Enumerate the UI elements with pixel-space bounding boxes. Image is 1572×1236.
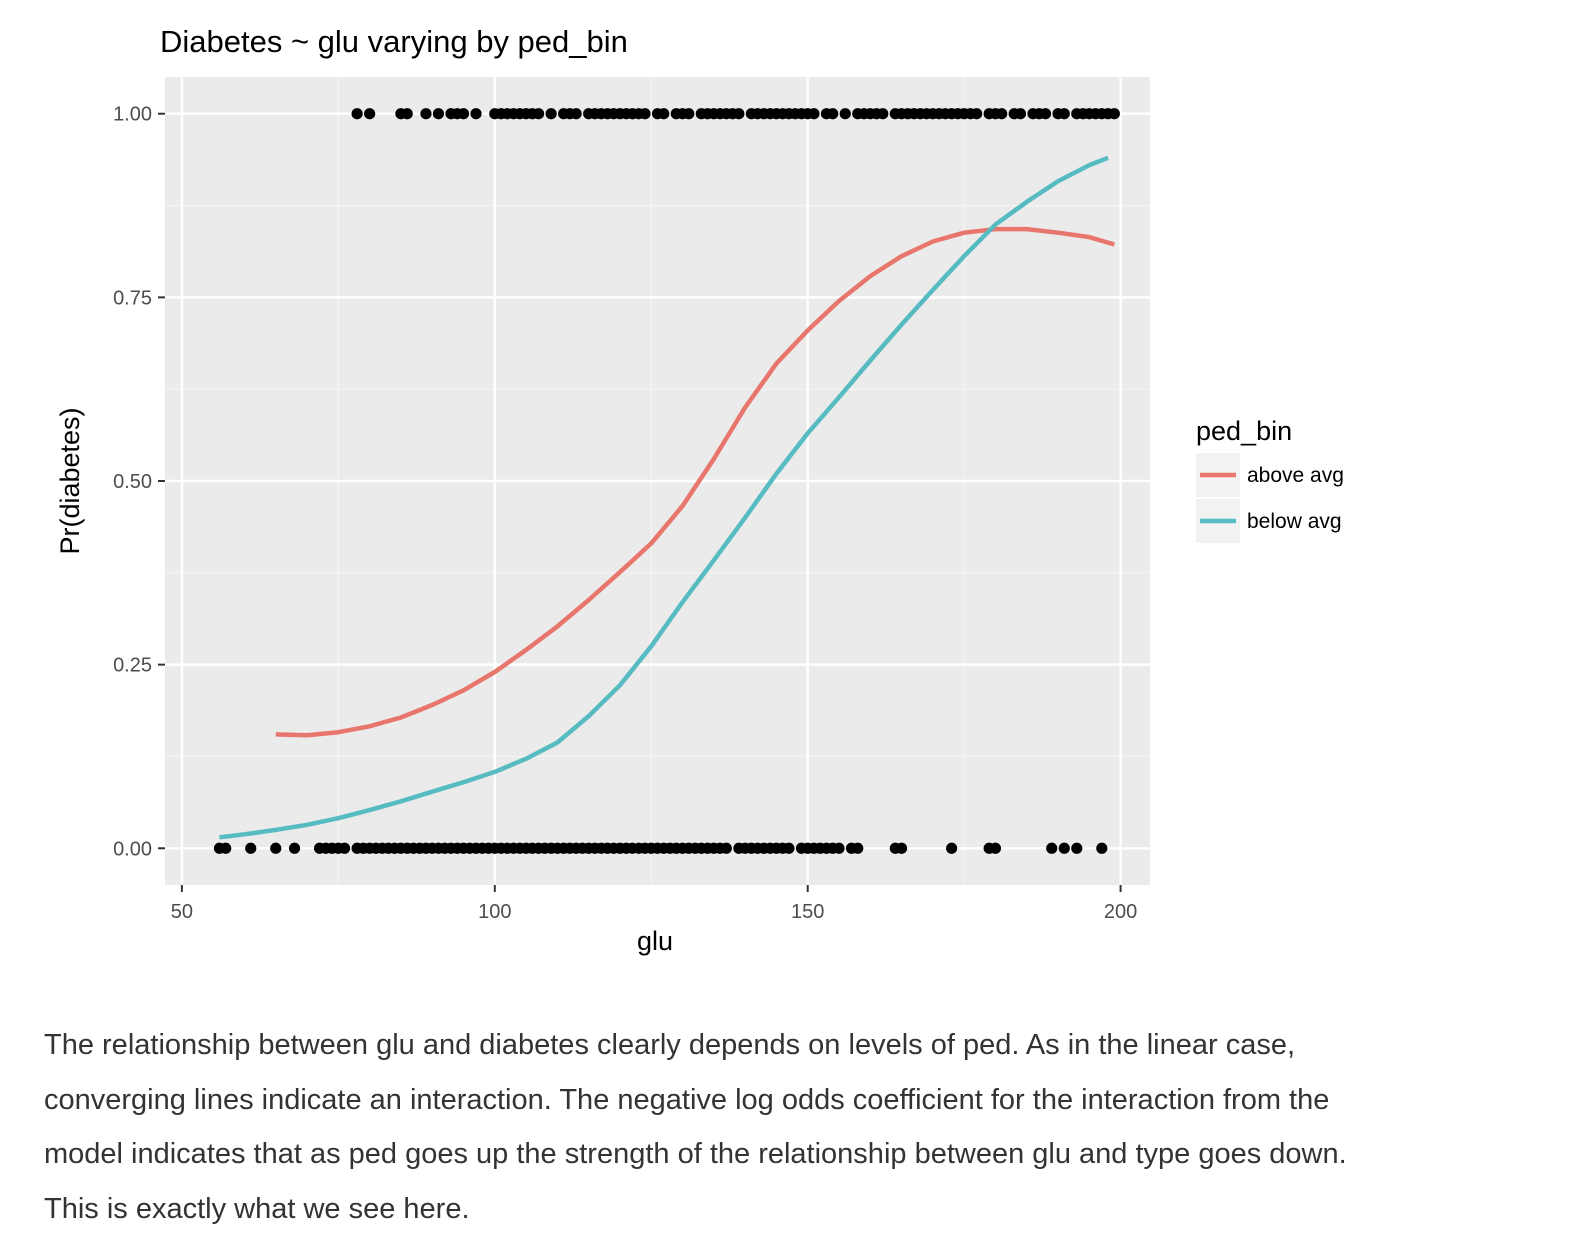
- data-point: [946, 842, 958, 854]
- data-point: [1014, 108, 1027, 120]
- data-point: [720, 842, 732, 854]
- paragraph-line: The relationship between glu and diabete…: [44, 1029, 1296, 1061]
- data-point: [364, 108, 376, 120]
- chart: Diabetes ~ glu varying by ped_bin 50 100 1…: [55, 24, 1344, 956]
- legend-items: above avg below avg: [1196, 453, 1344, 543]
- data-point: [432, 108, 445, 120]
- y-tick-label: 0.00: [113, 838, 152, 860]
- legend-title: ped_bin: [1196, 416, 1292, 446]
- data-point: [683, 108, 695, 120]
- data-point: [401, 108, 413, 120]
- data-point: [996, 108, 1008, 120]
- data-point: [639, 108, 651, 120]
- data-point: [288, 842, 301, 854]
- data-points: [213, 108, 1120, 854]
- y-tick-label: 0.25: [113, 655, 152, 677]
- x-axis-label: glu: [637, 926, 673, 956]
- data-point: [733, 108, 745, 120]
- legend-label: above avg: [1247, 464, 1344, 487]
- data-point: [1058, 842, 1070, 854]
- chart-title: Diabetes ~ glu varying by ped_bin: [160, 24, 628, 59]
- data-point: [532, 108, 545, 120]
- y-tick-label: 0.75: [113, 287, 152, 309]
- data-point: [1058, 108, 1070, 120]
- data-point: [839, 108, 851, 120]
- series-lines: [219, 155, 1115, 840]
- paragraph-line: This is exactly what we see here.: [44, 1192, 470, 1225]
- data-point: [1096, 842, 1108, 854]
- paragraph-line: converging lines indicate an interaction…: [44, 1083, 1330, 1116]
- data-point: [457, 108, 470, 120]
- data-point: [270, 842, 282, 854]
- description-paragraph: The relationship between glu and diabete…: [44, 1018, 1554, 1236]
- data-point: [827, 108, 839, 120]
- series-line: [219, 155, 1109, 840]
- data-point: [351, 108, 363, 120]
- data-point: [1039, 108, 1052, 120]
- data-point: [545, 108, 557, 120]
- data-point: [989, 842, 1002, 854]
- y-tick-label: 0.50: [113, 471, 152, 493]
- data-point: [877, 108, 889, 120]
- data-point: [470, 108, 482, 120]
- data-point: [1108, 108, 1120, 120]
- x-tick-label: 200: [1104, 901, 1137, 923]
- y-axis-label: Pr(diabetes): [55, 407, 85, 554]
- data-point: [852, 842, 864, 854]
- data-point: [339, 842, 351, 854]
- x-tick-label: 150: [791, 901, 824, 923]
- data-point: [895, 842, 908, 854]
- data-point: [833, 842, 845, 854]
- series-line: [275, 226, 1115, 738]
- paragraph-line: model indicates that as ped goes up the …: [44, 1138, 1347, 1170]
- x-tick-label: 50: [171, 901, 193, 923]
- legend: ped_bin above avg below avg: [1196, 416, 1344, 543]
- y-tick-label: 1.00: [113, 104, 152, 126]
- data-point: [420, 108, 432, 120]
- data-point: [658, 108, 670, 120]
- x-tick-label: 100: [478, 901, 511, 923]
- data-point: [1071, 842, 1083, 854]
- data-point: [245, 842, 257, 854]
- data-point: [971, 108, 983, 120]
- grid-major: [165, 77, 1150, 885]
- data-point: [220, 842, 232, 854]
- data-point: [808, 108, 820, 120]
- legend-label: below avg: [1247, 510, 1342, 533]
- data-point: [570, 108, 582, 120]
- data-point: [783, 842, 795, 854]
- axes: 50 100 150 200 0.00 0.25 0.50 0.75 1.00: [113, 104, 1137, 923]
- data-point: [1046, 842, 1058, 854]
